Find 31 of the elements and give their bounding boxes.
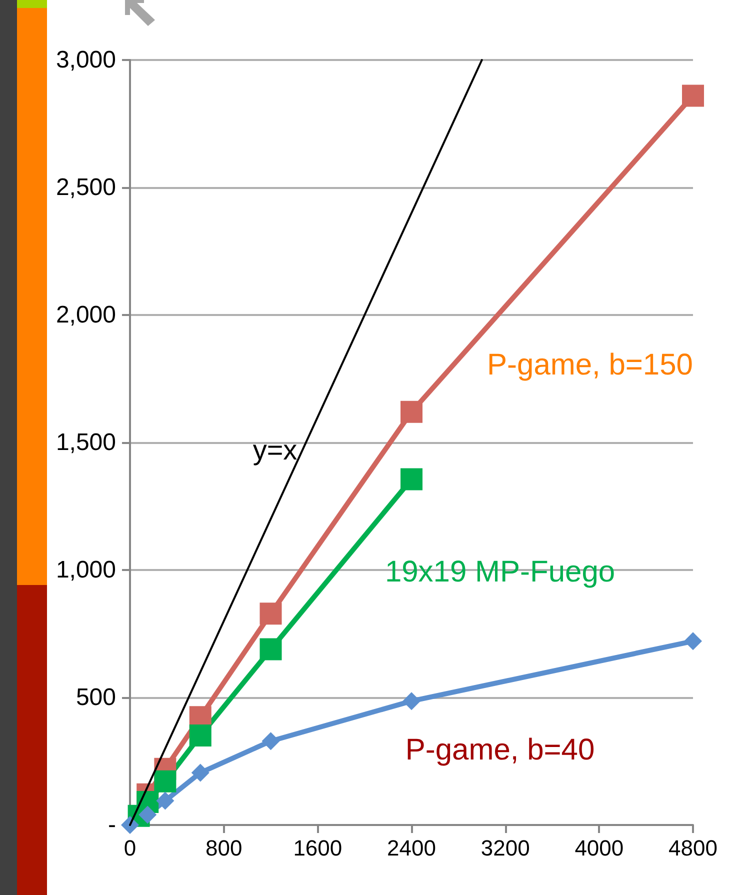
point: [684, 632, 702, 650]
point: [191, 764, 210, 782]
point: [262, 732, 280, 750]
x-tick-label: 0: [124, 836, 136, 860]
x-tick-label: 4800: [668, 836, 718, 860]
point: [682, 84, 704, 107]
point: [121, 816, 139, 834]
annotation: P-game, b=150: [487, 348, 693, 382]
y-tick-label: 2,500: [56, 174, 116, 201]
point: [402, 692, 420, 710]
x-tick-label: 800: [205, 836, 242, 860]
point: [189, 724, 212, 746]
x-tick-label: 2400: [387, 836, 436, 860]
annotation: y=x: [252, 434, 298, 466]
point: [400, 400, 422, 423]
point: [400, 468, 422, 490]
x-tick-label: 4000: [574, 836, 624, 860]
point: [156, 792, 174, 810]
point: [154, 770, 176, 792]
y-tick-label: 2,000: [56, 302, 116, 328]
y-tick-label: 1,000: [56, 556, 116, 584]
x-tick-label: 3200: [480, 836, 530, 860]
y-tick-label: 1,500: [56, 429, 116, 456]
annotation: 19x19 MP-Fuego: [384, 556, 616, 588]
y-tick-label: -: [108, 812, 116, 838]
y-tick-label: 500: [76, 684, 116, 711]
y-tick-label: 3,000: [56, 46, 116, 74]
annotation: P-game, b=40: [405, 734, 595, 766]
x-tick-label: 1600: [293, 836, 342, 860]
point: [260, 638, 282, 660]
point: [260, 602, 282, 625]
